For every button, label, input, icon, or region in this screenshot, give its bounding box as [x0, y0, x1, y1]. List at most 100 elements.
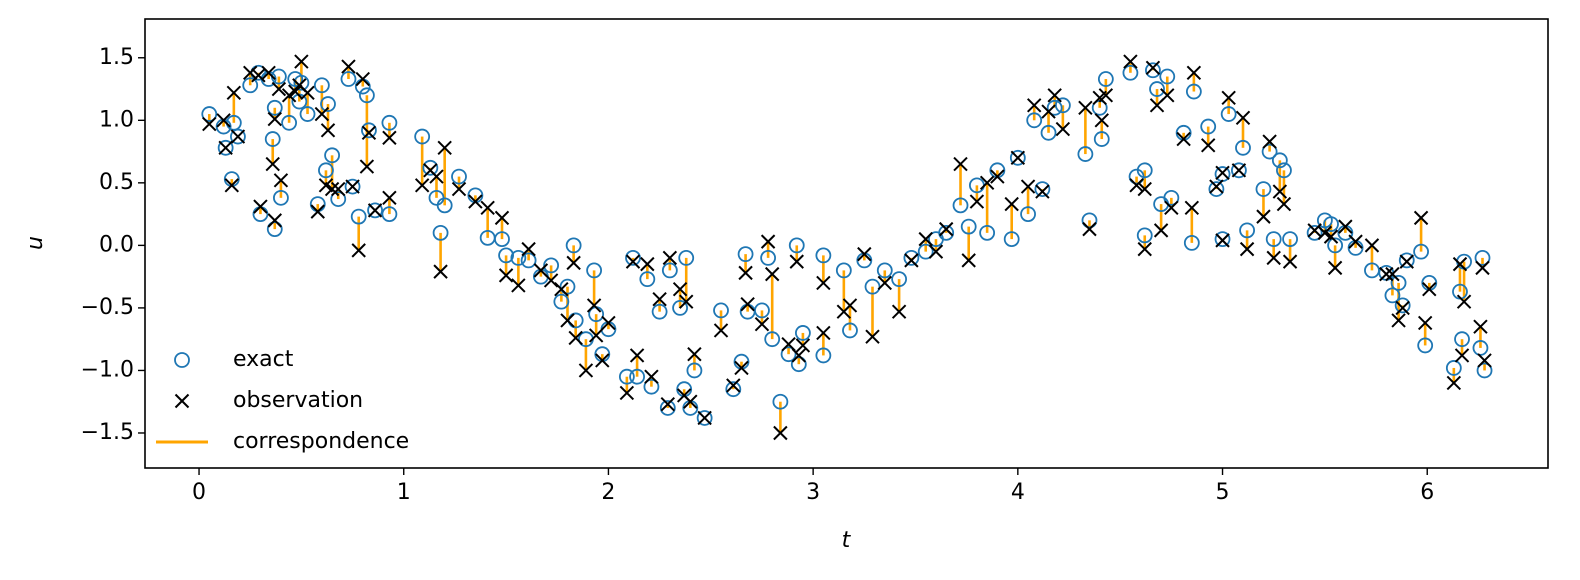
observation-point: [629, 348, 645, 363]
x-stroke: [1215, 233, 1230, 248]
observation-point: [1422, 281, 1437, 297]
observation-point: [918, 231, 933, 247]
x-stroke: [294, 54, 309, 69]
observation-point: [345, 179, 360, 194]
x-stroke: [990, 169, 1005, 184]
exact-point: [1136, 162, 1153, 179]
exact-point: [381, 114, 398, 131]
exact-point: [891, 271, 908, 288]
x-stroke: [891, 304, 907, 319]
observation-point: [341, 59, 356, 74]
x-tick-label: 6: [1420, 480, 1434, 505]
x-stroke: [468, 194, 483, 209]
x-stroke: [367, 203, 383, 218]
x-stroke: [865, 329, 880, 344]
observation-point: [652, 291, 667, 307]
exact-point: [842, 322, 858, 339]
x-stroke: [437, 140, 452, 156]
observation-point: [294, 54, 309, 69]
observation-point: [367, 203, 383, 218]
exact-point: [815, 247, 832, 264]
x-stroke: [795, 338, 811, 353]
exact-point: [586, 262, 603, 279]
x-stroke: [216, 113, 231, 128]
observation-point: [1276, 196, 1292, 212]
y-tick-label: −1.5: [81, 420, 134, 445]
observation-point: [331, 181, 346, 197]
exact-point: [772, 393, 789, 410]
exact-point: [1077, 146, 1094, 162]
x-stroke: [1010, 150, 1026, 166]
x-stroke: [816, 275, 831, 291]
observation-point: [1282, 254, 1298, 269]
observation-point: [498, 268, 514, 283]
x-stroke: [1055, 121, 1071, 137]
observation-point: [382, 190, 397, 206]
observation-point: [1266, 250, 1281, 266]
observation-point: [243, 65, 258, 80]
exact-point: [266, 221, 283, 238]
observation-point: [1399, 254, 1414, 269]
exact-point: [815, 347, 832, 364]
exact-point: [618, 368, 635, 385]
exact-point: [661, 262, 678, 279]
x-stroke: [382, 130, 397, 146]
observation-point: [314, 106, 330, 122]
exact-point: [1394, 297, 1411, 314]
exact-point: [358, 87, 375, 104]
observation-point: [359, 159, 375, 174]
exact-point: [318, 162, 334, 179]
x-stroke: [1379, 266, 1394, 282]
exact-point: [230, 128, 246, 145]
x-stroke: [842, 298, 858, 313]
x-stroke: [672, 281, 688, 297]
x-stroke: [1276, 196, 1292, 212]
observation-point: [1020, 179, 1036, 194]
x-stroke: [713, 323, 729, 338]
observation-point: [1477, 353, 1492, 368]
x-stroke: [568, 330, 583, 346]
observation-point: [1055, 121, 1071, 137]
x-stroke: [652, 291, 667, 307]
exact-point: [432, 224, 449, 241]
x-stroke: [1137, 181, 1152, 197]
observation-point: [865, 329, 880, 344]
exact-point: [498, 247, 514, 264]
exact-point: [1163, 189, 1180, 206]
x-stroke: [361, 125, 377, 141]
observation-point: [253, 199, 268, 214]
x-stroke: [1164, 200, 1179, 216]
x-stroke: [341, 59, 356, 74]
exact-point: [1136, 227, 1153, 244]
observation-point: [494, 210, 510, 226]
observation-point: [679, 294, 694, 309]
x-stroke: [1137, 241, 1152, 257]
x-stroke: [1078, 100, 1093, 116]
exact-point: [264, 131, 281, 147]
observation-point: [1385, 266, 1400, 282]
observation-point: [382, 130, 397, 146]
y-tick-label: 0.0: [99, 232, 134, 257]
observation-point: [1129, 178, 1144, 193]
exact-point: [1200, 118, 1217, 135]
observation-point: [619, 385, 635, 401]
x-stroke: [625, 254, 641, 269]
exact-point: [1093, 131, 1110, 147]
exact-point: [639, 271, 656, 288]
observation-point: [226, 85, 242, 100]
observation-point: [1475, 260, 1490, 276]
x-stroke: [224, 178, 239, 193]
x-stroke: [1153, 223, 1169, 238]
exact-point: [780, 346, 797, 363]
x-stroke: [533, 263, 549, 278]
observation-point: [511, 278, 526, 293]
x-stroke: [1176, 131, 1191, 147]
observation-point: [310, 204, 325, 219]
observation-point: [1137, 181, 1152, 197]
x-tick-label: 0: [192, 480, 206, 505]
x-stroke: [961, 253, 976, 268]
x-stroke: [251, 68, 266, 83]
observation-point: [1215, 233, 1230, 248]
x-stroke: [619, 385, 635, 401]
exact-point: [1476, 362, 1493, 379]
